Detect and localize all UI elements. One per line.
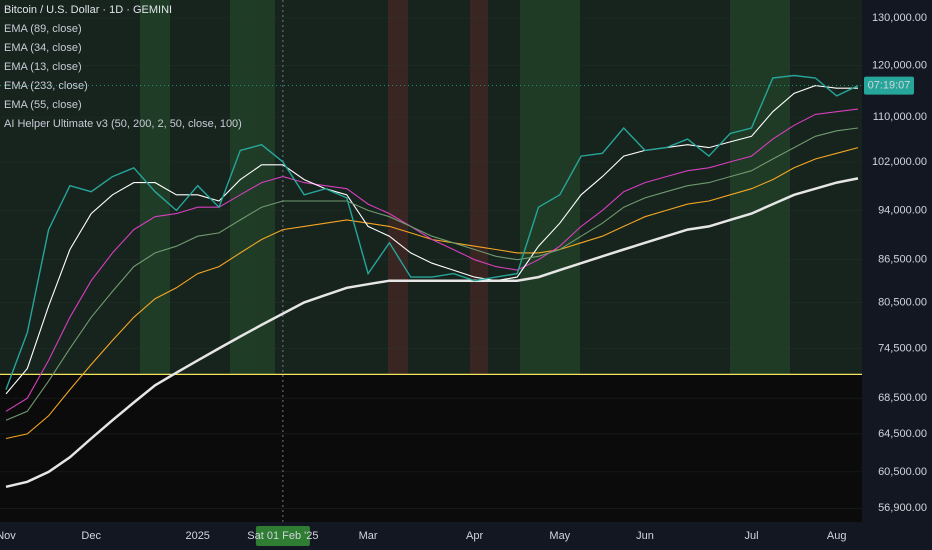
ema-line — [5, 85, 858, 395]
chart-title: Bitcoin / U.S. Dollar · 1D · GEMINI — [4, 4, 172, 16]
legend-entry: EMA (233, close) — [4, 80, 88, 92]
x-tick-label: Nov — [0, 530, 16, 542]
x-tick-label: Aug — [827, 530, 847, 542]
x-tick-label: 2025 — [185, 530, 209, 542]
price-tag-box — [864, 76, 914, 95]
x-tick-label: Jul — [744, 530, 758, 542]
y-tick-label: 102,000.00 — [872, 156, 927, 168]
price-line — [5, 74, 859, 390]
y-tick-label: 120,000.00 — [872, 59, 927, 71]
ema-line — [5, 108, 859, 412]
legend-entry: EMA (34, close) — [4, 42, 82, 54]
x-label-highlight — [255, 526, 310, 546]
y-tick-label: 94,000.00 — [878, 204, 927, 216]
indicator-label: AI Helper Ultimate v3 (50, 200, 2, 50, c… — [4, 118, 242, 130]
y-tick-label: 110,000.00 — [873, 111, 927, 123]
y-tick-label: 130,000.00 — [872, 12, 927, 24]
legend-entry: EMA (55, close) — [4, 99, 82, 111]
lower-zone — [0, 374, 862, 522]
price-tag: 07:19:07 — [868, 80, 911, 92]
y-tick-label: 74,500.00 — [878, 342, 927, 354]
legend-entry: EMA (89, close) — [4, 23, 82, 35]
x-axis-panel — [0, 522, 862, 550]
y-tick-label: 86,500.00 — [878, 254, 927, 266]
y-tick-label: 68,500.00 — [878, 392, 927, 404]
y-tick-label: 56,900.00 — [878, 502, 927, 514]
x-tick-label: Jun — [636, 530, 654, 542]
ema-line — [5, 177, 859, 489]
x-tick-label: Sat 01 Feb '25 — [247, 530, 318, 542]
y-tick-label: 80,500.00 — [878, 296, 927, 308]
legend-entry: EMA (13, close) — [4, 61, 82, 73]
y-tick-label: 60,500.00 — [878, 466, 927, 478]
x-tick-label: May — [549, 530, 570, 542]
x-tick-label: Mar — [359, 530, 378, 542]
y-tick-label: 64,500.00 — [878, 428, 927, 440]
x-tick-label: Dec — [81, 530, 101, 542]
ema-line — [5, 127, 859, 421]
x-tick-label: Apr — [466, 530, 483, 542]
